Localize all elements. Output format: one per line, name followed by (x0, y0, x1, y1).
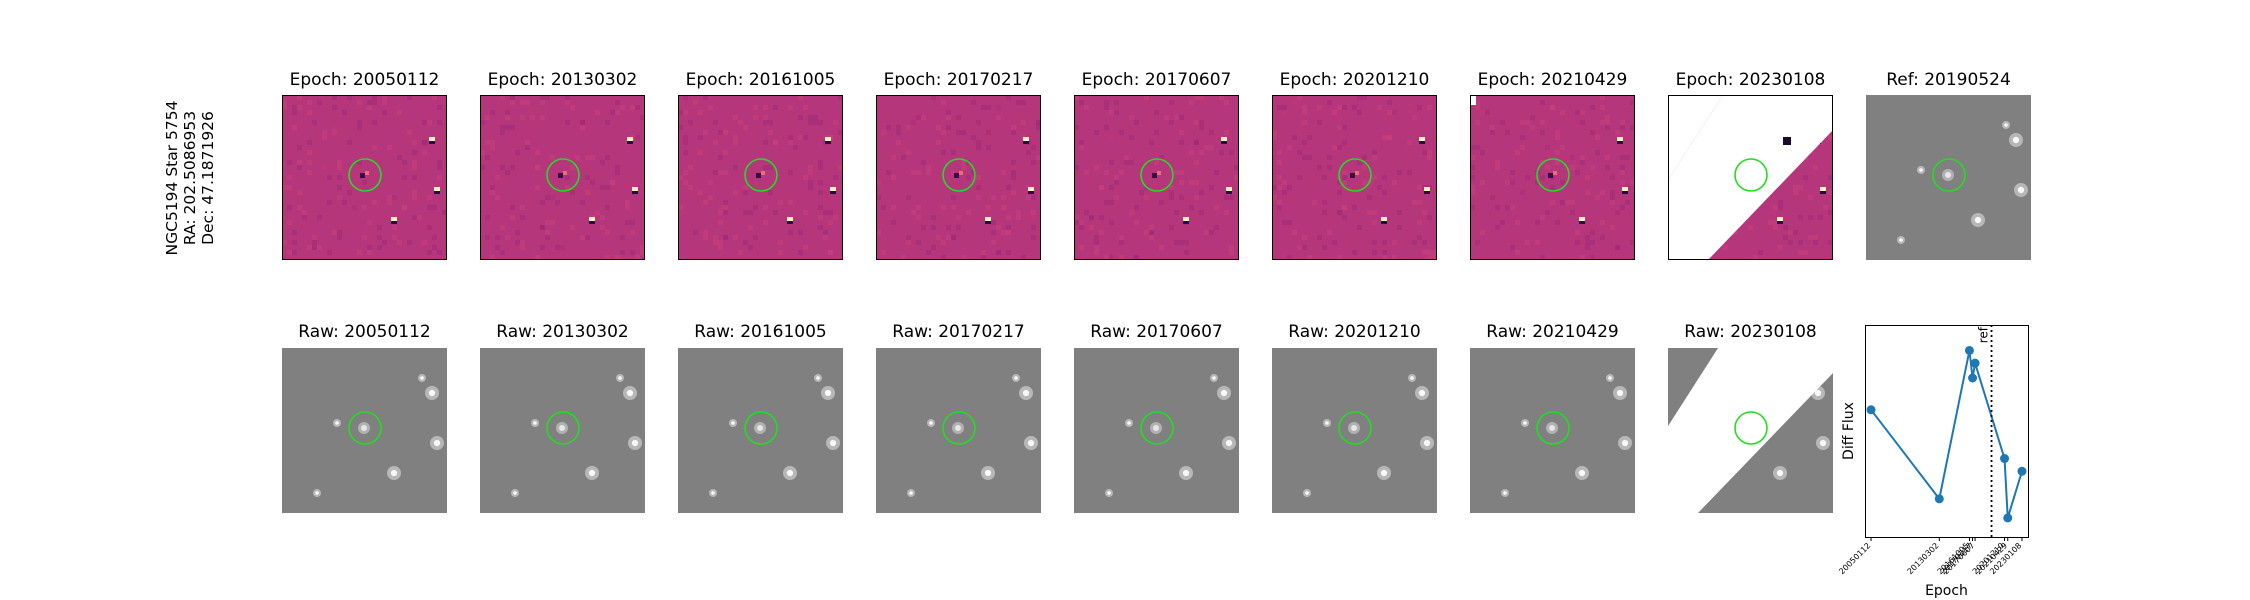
diff-title-2: Epoch: 20161005 (685, 70, 836, 90)
diff-title-3: Epoch: 20170217 (883, 70, 1034, 90)
raw-image-7 (1668, 348, 1833, 513)
aperture-circle (1536, 158, 1570, 192)
diff-image-3-image (876, 95, 1041, 260)
data-point-20170607 (1970, 358, 1980, 368)
x-tick-label: 20050112 (1837, 541, 1872, 576)
diff-image-1-image (480, 95, 645, 260)
raw-image-5 (1272, 348, 1437, 513)
diff-image-4-image (1074, 95, 1239, 260)
diff-image-4 (1074, 95, 1239, 260)
diff-image-2 (678, 95, 843, 260)
aperture-circle (744, 158, 778, 192)
aperture-circle (1140, 158, 1174, 192)
diff-image-6-image (1470, 95, 1635, 260)
ref-image (1866, 95, 2031, 260)
aperture-circle (546, 158, 580, 192)
diff-image-5 (1272, 95, 1437, 260)
raw-image-7-image (1668, 348, 1833, 513)
raw-image-4-image (1074, 348, 1239, 513)
aperture-circle (1734, 158, 1768, 192)
diff-image-3 (876, 95, 1041, 260)
aperture-circle (942, 158, 976, 192)
raw-image-3 (876, 348, 1041, 513)
series-line (1870, 350, 2023, 519)
raw-image-0-image (282, 348, 447, 513)
aperture-circle (744, 411, 778, 445)
diff-title-7: Epoch: 20230108 (1675, 70, 1826, 90)
raw-title-7: Raw: 20230108 (1684, 322, 1817, 342)
y-axis-label: Diff Flux (1841, 402, 1857, 460)
ref-title: Ref: 20190524 (1886, 70, 2011, 90)
diff-image-7-image (1668, 95, 1833, 260)
aperture-circle (348, 411, 382, 445)
aperture-circle (1536, 411, 1570, 445)
raw-image-1-image (480, 348, 645, 513)
raw-image-2-image (678, 348, 843, 513)
star-name: NGC5194 Star 5754 (163, 100, 181, 256)
raw-title-5: Raw: 20201210 (1288, 322, 1421, 342)
diff-title-6: Epoch: 20210429 (1477, 70, 1628, 90)
ref-line-label: ref (1977, 326, 1991, 343)
raw-image-0 (282, 348, 447, 513)
raw-title-1: Raw: 20130302 (496, 322, 629, 342)
diff-title-4: Epoch: 20170607 (1081, 70, 1232, 90)
aperture-circle (546, 411, 580, 445)
data-point-20170217 (1968, 373, 1978, 383)
aperture-circle (1338, 411, 1372, 445)
aperture-circle (1140, 411, 1174, 445)
diff-image-1 (480, 95, 645, 260)
aperture-circle (1338, 158, 1372, 192)
diff-image-7 (1668, 95, 1833, 260)
aperture-circle (1932, 158, 1966, 192)
raw-title-2: Raw: 20161005 (694, 322, 827, 342)
raw-image-2 (678, 348, 843, 513)
x-axis-label: Epoch (1925, 583, 1968, 599)
raw-image-5-image (1272, 348, 1437, 513)
diff-image-5-image (1272, 95, 1437, 260)
raw-image-4 (1074, 348, 1239, 513)
aperture-circle (942, 411, 976, 445)
diff-title-5: Epoch: 20201210 (1279, 70, 1430, 90)
raw-title-6: Raw: 20210429 (1486, 322, 1619, 342)
data-point-20210429 (2003, 513, 2013, 523)
diff-image-0-image (282, 95, 447, 260)
light-curve-plot: ref 20050112 20130302 20161005 20170217 20170… (1820, 320, 2050, 600)
diff-image-0 (282, 95, 447, 260)
raw-image-3-image (876, 348, 1041, 513)
raw-image-6 (1470, 348, 1635, 513)
aperture-circle (348, 158, 382, 192)
plot-axes-frame (1865, 325, 2029, 538)
star-dec: Dec: 47.1871926 (199, 111, 217, 245)
raw-title-4: Raw: 20170607 (1090, 322, 1223, 342)
ref-image-image (1866, 95, 2031, 260)
data-point-20201210 (2000, 454, 2010, 464)
data-point-20130302 (1934, 494, 1944, 504)
star-ra: RA: 202.5086953 (181, 110, 199, 246)
raw-title-0: Raw: 20050112 (298, 322, 431, 342)
raw-title-3: Raw: 20170217 (892, 322, 1025, 342)
raw-image-1 (480, 348, 645, 513)
diff-title-0: Epoch: 20050112 (289, 70, 440, 90)
diff-image-2-image (678, 95, 843, 260)
aperture-circle (1734, 411, 1768, 445)
diff-title-1: Epoch: 20130302 (487, 70, 638, 90)
data-point-20230108 (2017, 466, 2027, 476)
data-point-20050112 (1866, 405, 1876, 415)
data-point-20161005 (1964, 345, 1974, 355)
raw-image-6-image (1470, 348, 1635, 513)
diff-image-6 (1470, 95, 1635, 260)
